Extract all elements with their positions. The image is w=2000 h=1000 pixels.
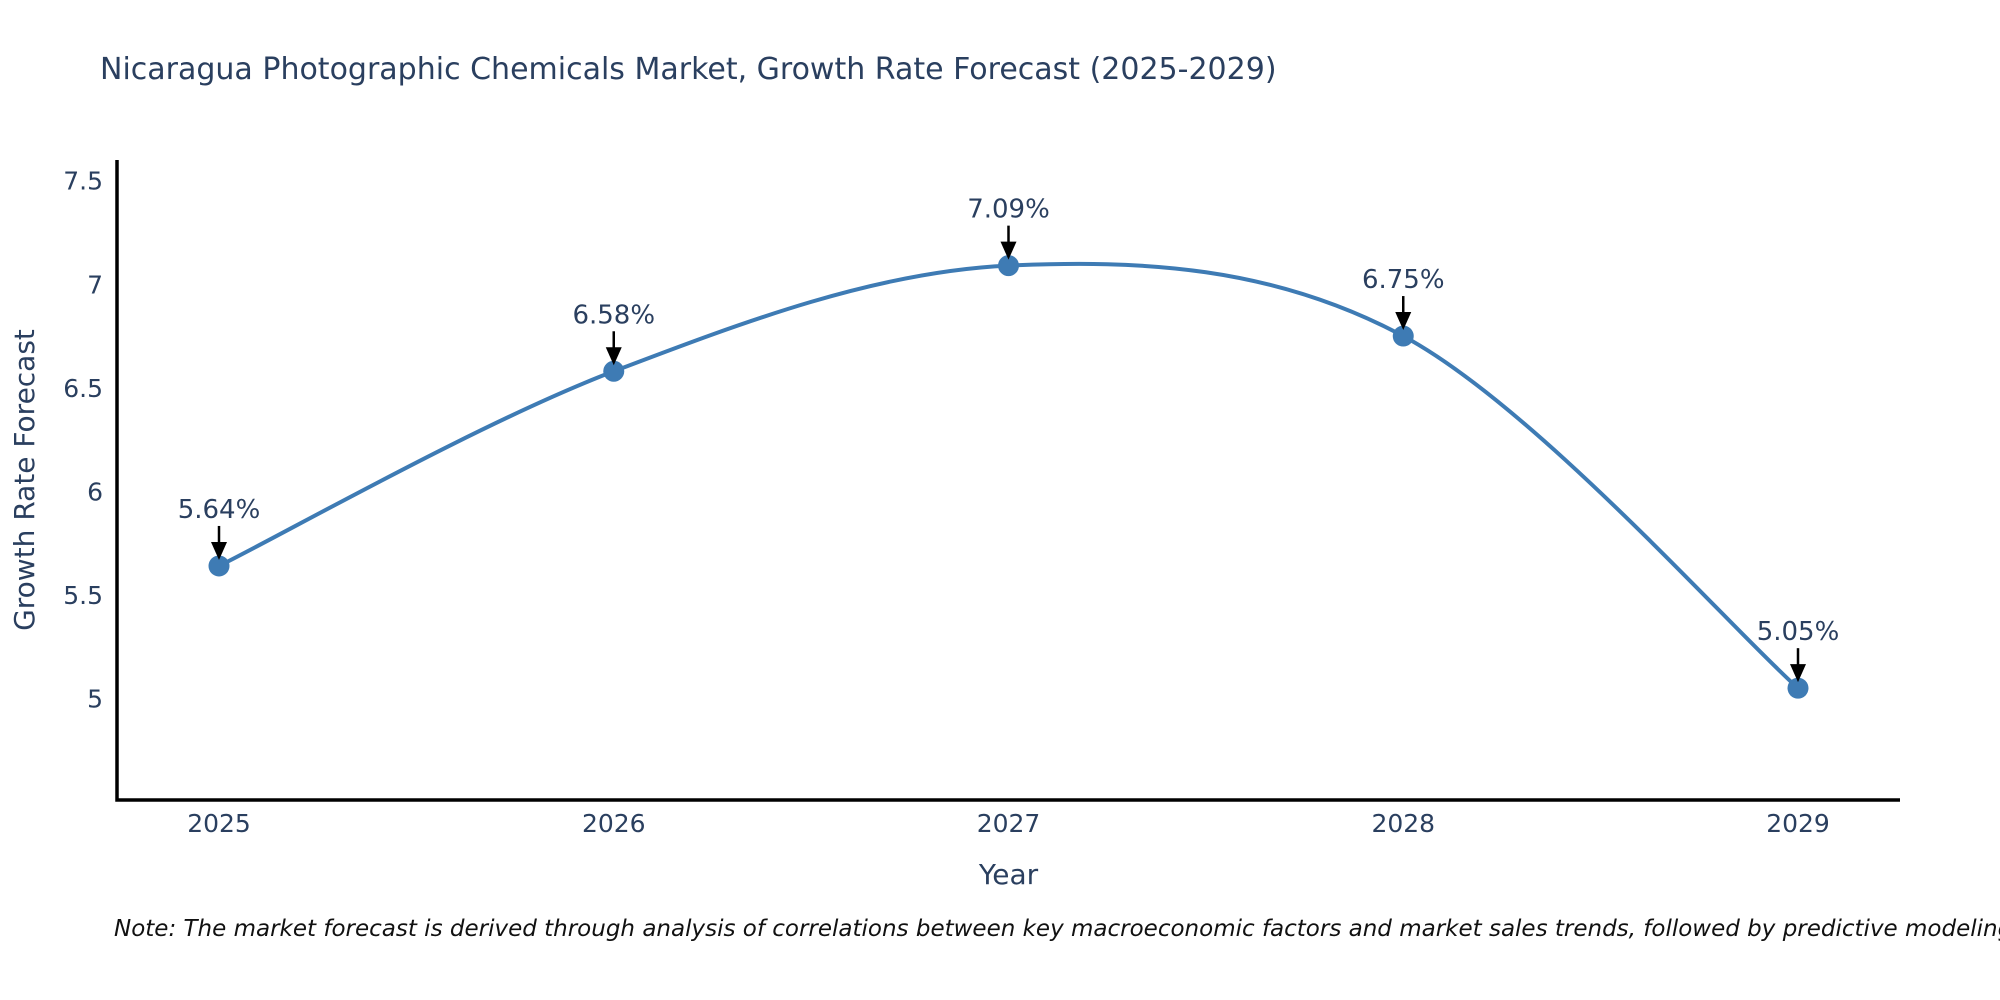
y-tick-label: 6 — [87, 477, 103, 506]
y-axis-title: Growth Rate Forecast — [8, 329, 41, 631]
x-tick-label: 2025 — [187, 809, 251, 838]
annotation-arrow-head — [1790, 664, 1806, 683]
annotation-arrow-head — [1395, 312, 1412, 331]
annotation-label: 6.58% — [572, 300, 655, 330]
x-tick-label: 2027 — [977, 809, 1041, 838]
x-tick-label: 2029 — [1766, 809, 1830, 838]
axis-lines — [115, 160, 1900, 802]
annotation-arrow-head — [211, 541, 227, 560]
data-point-marker — [1787, 677, 1809, 699]
footnote-text: Note: The market forecast is derived thr… — [114, 916, 2000, 942]
y-tick-label: 5 — [87, 685, 103, 714]
x-tick-label: 2028 — [1371, 809, 1435, 838]
annotation-arrow-head — [1000, 241, 1017, 260]
annotation-label: 5.05% — [1757, 617, 1840, 647]
annotation-arrow-head — [605, 347, 622, 366]
y-tick-label: 7 — [87, 270, 103, 299]
annotation-label: 6.75% — [1362, 265, 1445, 295]
y-tick-label: 5.5 — [63, 581, 103, 610]
chart-title: Nicaragua Photographic Chemicals Market,… — [100, 52, 1277, 87]
data-point-marker — [998, 255, 1019, 277]
data-point-marker — [603, 360, 625, 382]
trend-line — [218, 261, 1800, 690]
x-axis-title: Year — [978, 858, 1039, 891]
y-tick-label: 6.5 — [63, 374, 103, 403]
data-point-marker — [1392, 325, 1414, 347]
x-tick-label: 2026 — [582, 809, 646, 838]
y-tick-label: 7.5 — [63, 167, 103, 196]
annotation-label: 5.64% — [178, 495, 261, 525]
data-point-marker — [208, 555, 230, 577]
annotation-label: 7.09% — [967, 195, 1050, 225]
